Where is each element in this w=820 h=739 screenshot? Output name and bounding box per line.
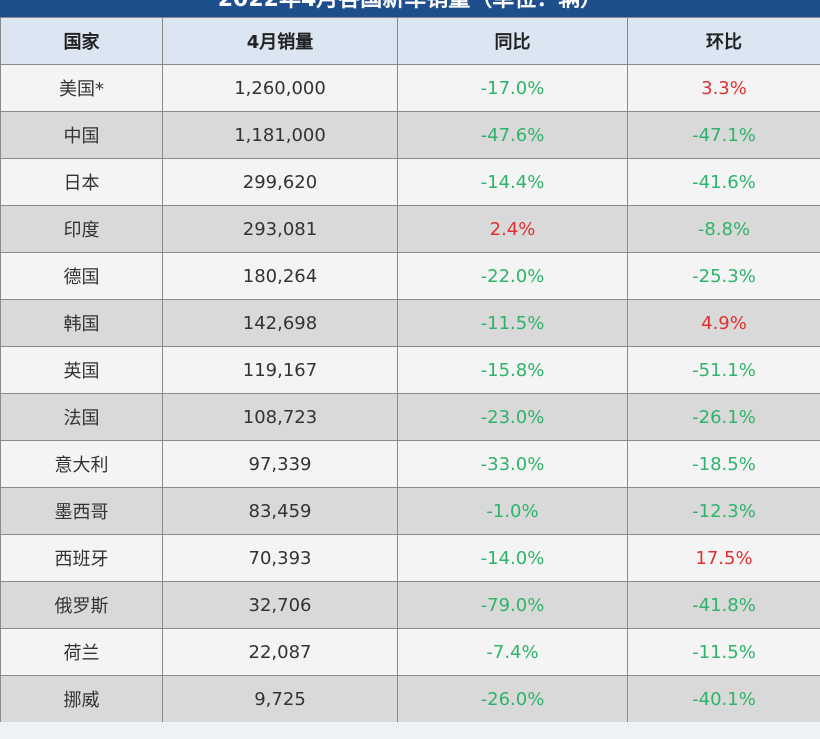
table-cell: -1.0% (397, 487, 628, 535)
table-cell: -18.5% (627, 440, 820, 488)
table-row: 法国 108,723 -23.0% -26.1% (0, 393, 820, 441)
table-cell: 293,081 (162, 205, 398, 253)
table-cell: -41.6% (627, 158, 820, 206)
table-cell: -26.1% (627, 393, 820, 441)
column-header: 环比 (627, 17, 820, 65)
table-cell: 挪威 (0, 675, 163, 723)
table-cell: 荷兰 (0, 628, 163, 676)
table-cell: 日本 (0, 158, 163, 206)
table-cell: 4.9% (627, 299, 820, 347)
table-cell: -47.6% (397, 111, 628, 159)
table-cell: 印度 (0, 205, 163, 253)
table-row: 中国 1,181,000 -47.6% -47.1% (0, 111, 820, 159)
table-row: 韩国 142,698 -11.5% 4.9% (0, 299, 820, 347)
table-cell: 韩国 (0, 299, 163, 347)
table-cell: 西班牙 (0, 534, 163, 582)
table-cell: 德国 (0, 252, 163, 300)
table-cell: -11.5% (627, 628, 820, 676)
table-row: 挪威 9,725 -26.0% -40.1% (0, 675, 820, 723)
table-cell: 108,723 (162, 393, 398, 441)
table-cell: 22,087 (162, 628, 398, 676)
table-cell: -14.4% (397, 158, 628, 206)
title-bar: 2022年4月各国新车销量（单位：辆） (0, 0, 820, 17)
sales-table: 国家 4月销量 同比 环比 美国* 1,260,000 -17.0% 3.3% 中国 1,181… (0, 17, 820, 723)
table-cell: -40.1% (627, 675, 820, 723)
table-row: 英国 119,167 -15.8% -51.1% (0, 346, 820, 394)
footer-strip (0, 722, 820, 739)
table-cell: 1,260,000 (162, 64, 398, 112)
table-cell: 142,698 (162, 299, 398, 347)
table-cell: -17.0% (397, 64, 628, 112)
table-cell: -7.4% (397, 628, 628, 676)
table-cell: -8.8% (627, 205, 820, 253)
table-row: 西班牙 70,393 -14.0% 17.5% (0, 534, 820, 582)
column-header: 4月销量 (162, 17, 398, 65)
table-cell: 墨西哥 (0, 487, 163, 535)
table-cell: 1,181,000 (162, 111, 398, 159)
table-cell: 3.3% (627, 64, 820, 112)
table-cell: -79.0% (397, 581, 628, 629)
table-cell: -47.1% (627, 111, 820, 159)
table-cell: 299,620 (162, 158, 398, 206)
table-row: 美国* 1,260,000 -17.0% 3.3% (0, 64, 820, 112)
header-row: 国家 4月销量 同比 环比 (0, 17, 820, 65)
table-cell: -14.0% (397, 534, 628, 582)
table-cell: -11.5% (397, 299, 628, 347)
table-cell: -15.8% (397, 346, 628, 394)
table-cell: -41.8% (627, 581, 820, 629)
table-row: 印度 293,081 2.4% -8.8% (0, 205, 820, 253)
column-header: 国家 (0, 17, 163, 65)
table-cell: -33.0% (397, 440, 628, 488)
table-cell: 美国* (0, 64, 163, 112)
table-cell: 中国 (0, 111, 163, 159)
table-cell: 俄罗斯 (0, 581, 163, 629)
table-row: 意大利 97,339 -33.0% -18.5% (0, 440, 820, 488)
table-cell: 180,264 (162, 252, 398, 300)
table-cell: 意大利 (0, 440, 163, 488)
table-cell: 83,459 (162, 487, 398, 535)
table-cell: 119,167 (162, 346, 398, 394)
table-row: 德国 180,264 -22.0% -25.3% (0, 252, 820, 300)
table-cell: -51.1% (627, 346, 820, 394)
table-cell: 法国 (0, 393, 163, 441)
table-row: 俄罗斯 32,706 -79.0% -41.8% (0, 581, 820, 629)
table-row: 墨西哥 83,459 -1.0% -12.3% (0, 487, 820, 535)
table-cell: -23.0% (397, 393, 628, 441)
table-cell: 英国 (0, 346, 163, 394)
table-cell: 70,393 (162, 534, 398, 582)
table-body: 美国* 1,260,000 -17.0% 3.3% 中国 1,181,000 -47.6% -… (0, 64, 820, 723)
table-cell: -26.0% (397, 675, 628, 723)
table-cell: 9,725 (162, 675, 398, 723)
table-cell: -12.3% (627, 487, 820, 535)
table-row: 日本 299,620 -14.4% -41.6% (0, 158, 820, 206)
table-cell: -25.3% (627, 252, 820, 300)
table-row: 荷兰 22,087 -7.4% -11.5% (0, 628, 820, 676)
table-cell: 17.5% (627, 534, 820, 582)
table-cell: -22.0% (397, 252, 628, 300)
table-cell: 2.4% (397, 205, 628, 253)
table-cell: 32,706 (162, 581, 398, 629)
column-header: 同比 (397, 17, 628, 65)
table-cell: 97,339 (162, 440, 398, 488)
